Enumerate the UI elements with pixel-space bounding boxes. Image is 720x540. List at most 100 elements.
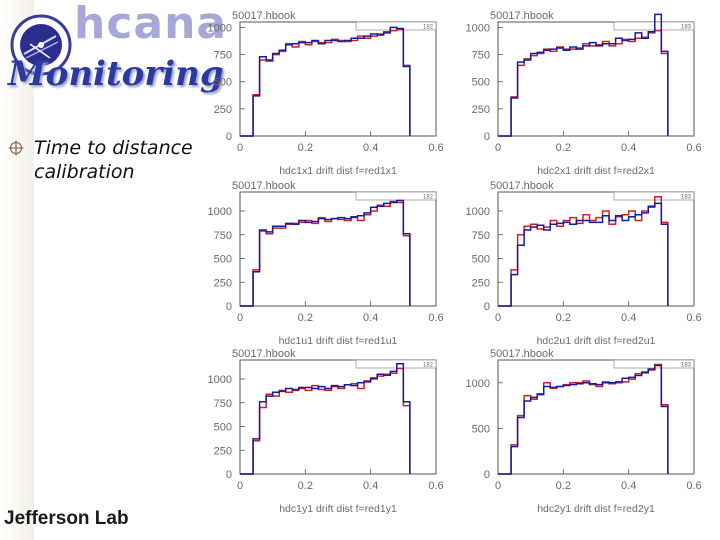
x-tick-label: 0.4 <box>621 312 636 324</box>
y-tick-label: 0 <box>484 301 490 313</box>
stats-box <box>355 359 437 369</box>
decorative-sidebar <box>0 0 34 540</box>
x-axis-label: hdc1y1 drift dist f=red1y1 <box>279 503 397 515</box>
y-tick-label: 0 <box>226 301 232 313</box>
hcana-logo-icon <box>10 14 72 76</box>
series-red-histogram <box>240 367 411 475</box>
y-tick-label: 750 <box>472 230 490 242</box>
y-tick-label: 0 <box>484 469 490 481</box>
jefferson-lab-logo: Jefferson Lab <box>4 508 129 529</box>
series-blue-histogram <box>240 26 411 137</box>
x-tick-label: 0.6 <box>686 142 701 154</box>
x-axis-label: hdc1u1 drift dist f=red1u1 <box>279 335 398 347</box>
y-tick-label: 250 <box>214 104 232 116</box>
histogram-title: 50017.hbook <box>490 348 554 360</box>
y-tick-label: 1000 <box>466 378 490 390</box>
x-tick-label: 0 <box>237 480 243 492</box>
plot-frame <box>497 21 695 137</box>
y-tick-label: 250 <box>472 277 490 289</box>
series-red-histogram <box>498 363 669 475</box>
stats-box <box>613 21 695 31</box>
y-tick-label: 1000 <box>208 374 232 386</box>
x-tick-label: 0.4 <box>363 142 378 154</box>
bullet-text: Time to distance calibration <box>34 137 193 183</box>
series-red-histogram <box>240 200 411 307</box>
stats-id: 183 <box>681 195 692 201</box>
x-tick-label: 0.4 <box>363 480 378 492</box>
series-blue-histogram <box>240 199 411 307</box>
plot-frame <box>497 359 695 475</box>
x-tick-label: 0.2 <box>298 480 313 492</box>
y-tick-label: 0 <box>226 131 232 143</box>
series-blue-histogram <box>498 364 669 475</box>
x-tick-label: 0.2 <box>556 480 571 492</box>
y-tick-label: 500 <box>472 423 490 435</box>
histogram-panel-5: 50017.hbook 182 0 250 500 750 1000 0 0.2 0.4 0.6 hd… <box>208 348 444 515</box>
y-tick-label: 0 <box>226 469 232 481</box>
y-tick-label: 1000 <box>208 206 232 218</box>
x-tick-label: 0 <box>495 480 501 492</box>
y-tick-label: 250 <box>214 277 232 289</box>
y-tick-label: 250 <box>472 104 490 116</box>
x-tick-label: 0 <box>495 312 501 324</box>
plot-frame <box>239 191 437 307</box>
x-tick-label: 0.4 <box>621 142 636 154</box>
histogram-panel-4: 50017.hbook 183 0 250 500 750 1000 0 0.2 0.4 0.6 hd… <box>466 180 702 347</box>
x-tick-label: 0.6 <box>428 480 443 492</box>
y-tick-label: 1000 <box>466 206 490 218</box>
x-axis-label: hdc2y1 drift dist f=red2y1 <box>537 503 655 515</box>
histogram-title: 50017.hbook <box>232 348 296 360</box>
stats-id: 183 <box>681 25 692 31</box>
x-tick-label: 0.2 <box>556 142 571 154</box>
x-tick-label: 0.4 <box>363 312 378 324</box>
plot-frame <box>497 191 695 307</box>
histogram-title: 50017.hbook <box>232 180 296 192</box>
stats-box <box>355 191 437 201</box>
y-tick-label: 500 <box>214 422 232 434</box>
x-axis-label: hdc1x1 drift dist f=red1x1 <box>279 165 397 177</box>
x-tick-label: 0.2 <box>556 312 571 324</box>
y-tick-label: 750 <box>214 50 232 62</box>
y-tick-label: 750 <box>214 230 232 242</box>
series-blue-histogram <box>240 363 411 475</box>
y-tick-label: 500 <box>214 77 232 89</box>
histogram-title: 50017.hbook <box>232 10 296 22</box>
x-tick-label: 0.2 <box>298 312 313 324</box>
histogram-panel-1: 50017.hbook 182 0 250 500 750 1000 0 0.2 0.4 0.6 hd… <box>208 10 444 177</box>
histogram-panel-3: 50017.hbook 182 0 250 500 750 1000 0 0.2 0.4 0.6 hd… <box>208 180 444 347</box>
stats-id: 182 <box>423 363 434 369</box>
x-tick-label: 0 <box>237 142 243 154</box>
y-tick-label: 250 <box>214 445 232 457</box>
y-tick-label: 1000 <box>208 22 232 34</box>
x-tick-label: 0.6 <box>428 312 443 324</box>
y-tick-label: 500 <box>472 77 490 89</box>
y-tick-label: 750 <box>472 50 490 62</box>
x-tick-label: 0 <box>237 312 243 324</box>
page-title: Monitoring <box>8 54 224 94</box>
x-tick-label: 0.4 <box>621 480 636 492</box>
series-red-histogram <box>240 28 411 137</box>
histogram-grid: 50017.hbook 182 0 250 500 750 1000 0 0.2 0.4 0.6 hd… <box>196 0 720 540</box>
stats-id: 182 <box>423 25 434 31</box>
series-red-histogram <box>498 196 669 307</box>
series-blue-histogram <box>498 13 669 137</box>
x-tick-label: 0 <box>495 142 501 154</box>
y-tick-label: 500 <box>472 254 490 266</box>
histogram-panel-2: 50017.hbook 183 0 250 500 750 1000 0 0.2 0.4 0.6 hd… <box>466 10 702 177</box>
app-title: hcana <box>74 0 228 49</box>
target-bullet-icon <box>8 140 24 156</box>
y-tick-label: 750 <box>214 398 232 410</box>
x-tick-label: 0.2 <box>298 142 313 154</box>
histogram-title: 50017.hbook <box>490 10 554 22</box>
stats-id: 182 <box>423 195 434 201</box>
plot-frame <box>239 21 437 137</box>
x-tick-label: 0.6 <box>428 142 443 154</box>
y-tick-label: 500 <box>214 254 232 266</box>
x-axis-label: hdc2x1 drift dist f=red2x1 <box>537 165 655 177</box>
series-blue-histogram <box>498 202 669 307</box>
y-tick-label: 1000 <box>466 22 490 34</box>
stats-box <box>613 359 695 369</box>
x-tick-label: 0.6 <box>686 312 701 324</box>
x-tick-label: 0.6 <box>686 480 701 492</box>
plot-frame <box>239 359 437 475</box>
